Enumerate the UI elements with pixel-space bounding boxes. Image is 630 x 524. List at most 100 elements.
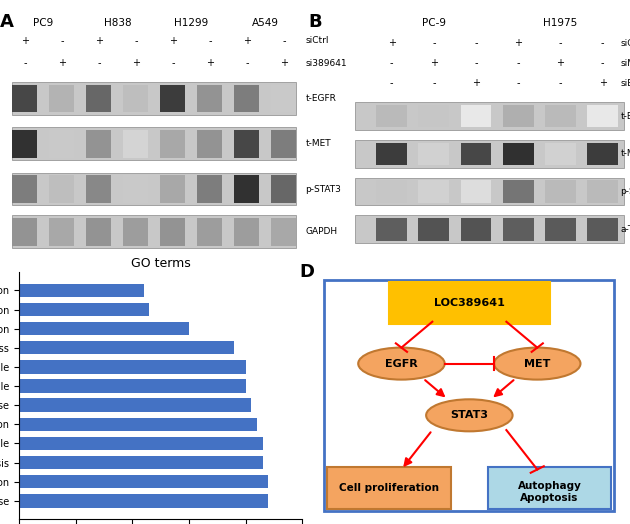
Bar xyxy=(19,494,268,508)
FancyBboxPatch shape xyxy=(418,105,449,127)
Text: Cell proliferation: Cell proliferation xyxy=(339,483,439,493)
FancyBboxPatch shape xyxy=(545,218,576,241)
FancyBboxPatch shape xyxy=(418,180,449,203)
FancyBboxPatch shape xyxy=(86,85,112,112)
Text: a-Tubulin: a-Tubulin xyxy=(621,225,630,234)
FancyBboxPatch shape xyxy=(503,105,534,127)
Text: A: A xyxy=(1,13,14,31)
Text: t-MET: t-MET xyxy=(306,139,331,148)
FancyBboxPatch shape xyxy=(49,85,74,112)
FancyBboxPatch shape xyxy=(355,178,624,205)
Text: -: - xyxy=(208,36,212,46)
Ellipse shape xyxy=(358,347,445,379)
Bar xyxy=(19,379,246,393)
Text: -: - xyxy=(282,36,285,46)
Text: -: - xyxy=(432,79,435,89)
FancyBboxPatch shape xyxy=(12,85,37,112)
FancyBboxPatch shape xyxy=(587,180,618,203)
FancyBboxPatch shape xyxy=(587,105,618,127)
FancyBboxPatch shape xyxy=(461,105,491,127)
FancyBboxPatch shape xyxy=(461,218,491,241)
Bar xyxy=(19,475,268,488)
Ellipse shape xyxy=(494,347,580,379)
Text: -: - xyxy=(432,38,435,48)
FancyBboxPatch shape xyxy=(272,218,297,246)
Text: GAPDH: GAPDH xyxy=(306,227,338,236)
Text: B: B xyxy=(309,13,323,31)
Text: +: + xyxy=(58,58,66,68)
Text: STAT3: STAT3 xyxy=(450,410,488,420)
Text: A549: A549 xyxy=(252,18,279,28)
FancyBboxPatch shape xyxy=(86,218,112,246)
Text: -: - xyxy=(97,58,101,68)
FancyBboxPatch shape xyxy=(376,105,407,127)
FancyBboxPatch shape xyxy=(86,130,112,158)
Ellipse shape xyxy=(426,399,513,431)
FancyBboxPatch shape xyxy=(123,218,149,246)
Text: -: - xyxy=(134,36,137,46)
FancyBboxPatch shape xyxy=(389,282,549,324)
FancyBboxPatch shape xyxy=(197,218,222,246)
Text: H1299: H1299 xyxy=(175,18,209,28)
Text: siMET: siMET xyxy=(621,59,630,68)
Bar xyxy=(19,418,257,431)
Text: +: + xyxy=(243,36,251,46)
FancyBboxPatch shape xyxy=(160,130,185,158)
Text: EGFR: EGFR xyxy=(385,358,418,368)
FancyBboxPatch shape xyxy=(12,215,297,248)
FancyBboxPatch shape xyxy=(123,85,149,112)
Text: +: + xyxy=(387,38,396,48)
Text: -: - xyxy=(171,58,175,68)
Text: siCtrl: siCtrl xyxy=(306,36,329,45)
FancyBboxPatch shape xyxy=(123,130,149,158)
FancyBboxPatch shape xyxy=(160,175,185,203)
Text: Autophagy: Autophagy xyxy=(518,481,581,490)
FancyBboxPatch shape xyxy=(503,218,534,241)
FancyBboxPatch shape xyxy=(234,85,260,112)
Text: t-EGFR: t-EGFR xyxy=(621,112,630,121)
Text: -: - xyxy=(474,38,478,48)
FancyBboxPatch shape xyxy=(272,175,297,203)
FancyBboxPatch shape xyxy=(234,218,260,246)
FancyBboxPatch shape xyxy=(160,218,185,246)
Text: p-STAT3: p-STAT3 xyxy=(621,187,630,196)
Text: MET: MET xyxy=(524,358,551,368)
Text: LOC389641: LOC389641 xyxy=(434,298,505,308)
FancyBboxPatch shape xyxy=(376,143,407,165)
FancyBboxPatch shape xyxy=(355,102,624,130)
FancyBboxPatch shape xyxy=(587,143,618,165)
FancyBboxPatch shape xyxy=(587,218,618,241)
FancyBboxPatch shape xyxy=(49,130,74,158)
Text: +: + xyxy=(514,38,522,48)
Text: -: - xyxy=(23,58,26,68)
Text: Apoptosis: Apoptosis xyxy=(520,493,579,503)
FancyBboxPatch shape xyxy=(12,175,37,203)
FancyBboxPatch shape xyxy=(503,180,534,203)
Text: +: + xyxy=(598,79,607,89)
FancyBboxPatch shape xyxy=(49,218,74,246)
Text: -: - xyxy=(390,79,393,89)
Bar xyxy=(19,283,144,297)
Text: -: - xyxy=(601,38,604,48)
FancyBboxPatch shape xyxy=(376,180,407,203)
Text: -: - xyxy=(474,58,478,68)
FancyBboxPatch shape xyxy=(328,467,451,509)
Text: t-MET: t-MET xyxy=(621,149,630,158)
Text: -: - xyxy=(517,58,520,68)
Bar xyxy=(19,341,234,354)
FancyBboxPatch shape xyxy=(197,85,222,112)
Text: -: - xyxy=(517,79,520,89)
Bar xyxy=(19,360,246,374)
FancyBboxPatch shape xyxy=(503,143,534,165)
FancyBboxPatch shape xyxy=(12,218,37,246)
FancyBboxPatch shape xyxy=(12,127,297,160)
Title: GO terms: GO terms xyxy=(131,257,190,270)
FancyBboxPatch shape xyxy=(324,280,614,511)
Text: -: - xyxy=(390,58,393,68)
FancyBboxPatch shape xyxy=(545,105,576,127)
Text: +: + xyxy=(280,58,288,68)
Text: PC9: PC9 xyxy=(33,18,54,28)
FancyBboxPatch shape xyxy=(545,180,576,203)
Text: -: - xyxy=(559,79,562,89)
FancyBboxPatch shape xyxy=(197,175,222,203)
